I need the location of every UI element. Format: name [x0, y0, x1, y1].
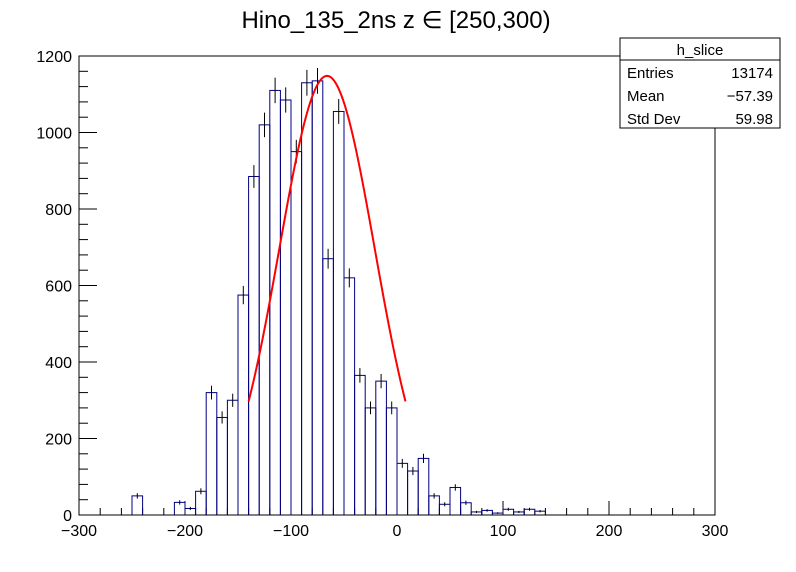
histogram-bin	[449, 486, 462, 516]
histogram-bin	[216, 416, 228, 516]
histogram-bin	[428, 495, 440, 516]
stats-box-name: h_slice	[677, 42, 724, 59]
x-tick-label: 100	[490, 523, 517, 540]
histogram-bin	[248, 175, 260, 516]
y-tick-label: 800	[45, 202, 72, 219]
plot-frame	[78, 55, 716, 516]
histogram-bin	[301, 82, 313, 516]
stats-entries-label: Entries	[627, 65, 674, 82]
histogram-bin	[205, 392, 218, 516]
histogram-bin	[237, 294, 250, 516]
histogram-bin	[375, 380, 387, 516]
histogram-bin	[396, 462, 409, 516]
x-tick-label: 200	[596, 523, 623, 540]
histogram-bin	[290, 151, 303, 516]
x-tick-label: −300	[61, 523, 97, 540]
y-tick-label: 1000	[36, 126, 72, 143]
histogram-bin	[407, 470, 419, 516]
stats-mean-label: Mean	[627, 88, 665, 105]
histogram-bin	[322, 258, 334, 516]
histogram-bin	[364, 407, 377, 516]
histogram-bin	[258, 124, 271, 516]
y-tick-label: 200	[45, 432, 72, 449]
histogram-bin	[279, 99, 292, 516]
stats-box: h_slice Entries 13174 Mean −57.39 Std De…	[619, 37, 781, 129]
stats-box-frame	[619, 37, 781, 129]
histogram-bin	[332, 110, 345, 516]
y-tick-label: 0	[63, 508, 72, 525]
stats-entries-value: 13174	[731, 65, 773, 82]
histogram-bin	[226, 399, 239, 516]
histogram-bin	[269, 89, 281, 516]
x-tick-label: 0	[393, 523, 402, 540]
y-tick-label: 1200	[36, 49, 72, 66]
stats-stddev-value: 59.98	[735, 111, 773, 128]
y-tick-label: 600	[45, 279, 72, 296]
histogram-bin	[385, 407, 398, 516]
stats-stddev-label: Std Dev	[627, 111, 681, 128]
gaussian-fit-curve	[247, 74, 407, 402]
stats-mean-value: −57.39	[727, 88, 773, 105]
chart-title: Hino_135_2ns z ∈ [250,300)	[241, 7, 550, 34]
histogram-bin	[343, 277, 356, 516]
x-tick-label: −200	[167, 523, 203, 540]
y-tick-label: 400	[45, 355, 72, 372]
x-tick-label: 300	[702, 523, 729, 540]
histogram-bin	[417, 457, 430, 516]
histogram-bin	[131, 495, 144, 516]
histogram-bin	[354, 374, 366, 516]
histogram-bin	[195, 490, 207, 516]
x-tick-label: −100	[273, 523, 309, 540]
histogram-bin	[311, 80, 324, 516]
